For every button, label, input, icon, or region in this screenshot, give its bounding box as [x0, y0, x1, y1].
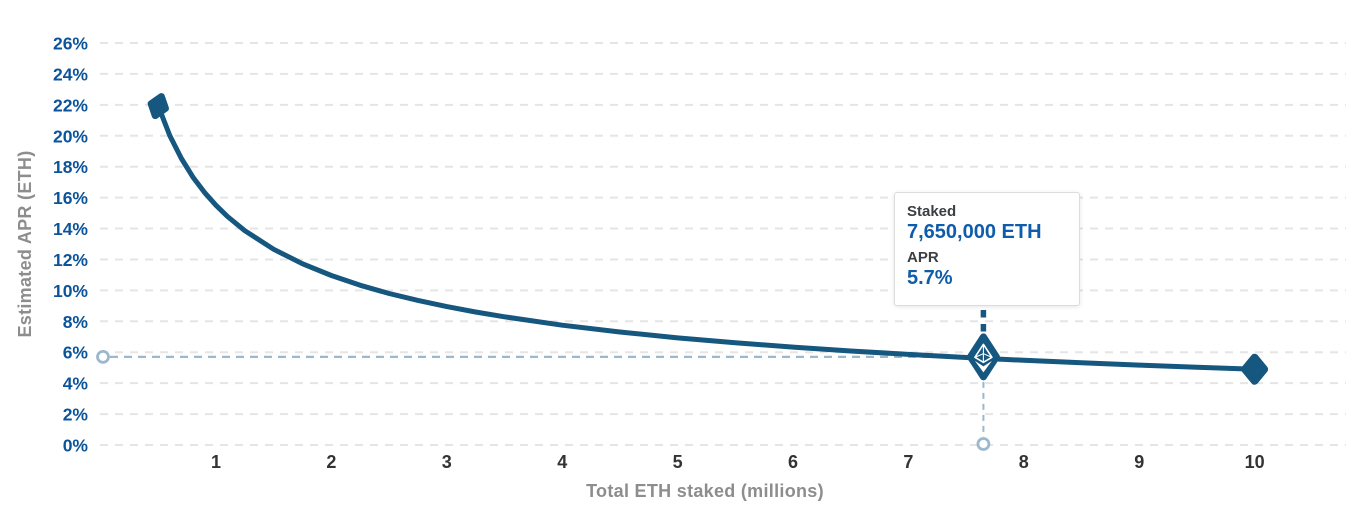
y-tick-label: 6%: [63, 343, 89, 363]
x-tick-label: 1: [211, 452, 221, 472]
y-axis-title: Estimated APR (ETH): [15, 150, 35, 337]
y-tick-label: 0%: [63, 436, 89, 456]
y-tick-label: 14%: [53, 219, 88, 239]
y-tick-label: 26%: [53, 34, 88, 54]
x-tick-label: 3: [442, 452, 452, 472]
curve-end-marker-shape: [1241, 353, 1269, 385]
tooltip: Staked 7,650,000 ETH APR 5.7%: [894, 192, 1080, 306]
apr-curve: [155, 103, 1258, 372]
eth-highlight-marker[interactable]: [966, 333, 1000, 381]
x-tick-label: 6: [788, 452, 798, 472]
x-tick-label: 8: [1019, 452, 1029, 472]
x-tick-label: 4: [557, 452, 567, 472]
y-tick-label: 8%: [63, 312, 89, 332]
x-tick-label: 9: [1134, 452, 1144, 472]
x-axis-title: Total ETH staked (millions): [586, 481, 824, 501]
curve-start-marker-shape: [147, 93, 169, 120]
x-tick-label: 10: [1245, 452, 1265, 472]
y-tick-label: 22%: [53, 95, 88, 115]
x-tick-label: 5: [673, 452, 683, 472]
ethereum-icon-facets: [974, 344, 993, 363]
x-tick-label: 2: [326, 452, 336, 472]
ethereum-icon-base: [974, 360, 992, 373]
crosshair-xaxis-dot: [976, 437, 991, 451]
x-tick-label: 7: [903, 452, 913, 472]
y-tick-label: 10%: [53, 281, 88, 301]
crosshair-yaxis-dot: [96, 349, 110, 364]
y-tick-label: 16%: [53, 188, 88, 208]
tooltip-staked-value: 7,650,000 ETH: [907, 221, 1042, 243]
y-tick-label: 24%: [53, 64, 88, 84]
y-tick-label: 2%: [63, 405, 89, 425]
tooltip-apr-label: APR: [907, 249, 939, 266]
y-tick-label: 4%: [63, 374, 89, 394]
y-tick-label: 12%: [53, 250, 88, 270]
y-tick-label: 20%: [53, 126, 88, 146]
y-tick-label: 18%: [53, 157, 88, 177]
curve-start-marker: [147, 93, 169, 120]
curve-end-marker: [1241, 353, 1269, 385]
tooltip-staked-label: Staked: [907, 203, 957, 220]
tooltip-apr-value: 5.7%: [907, 267, 953, 289]
